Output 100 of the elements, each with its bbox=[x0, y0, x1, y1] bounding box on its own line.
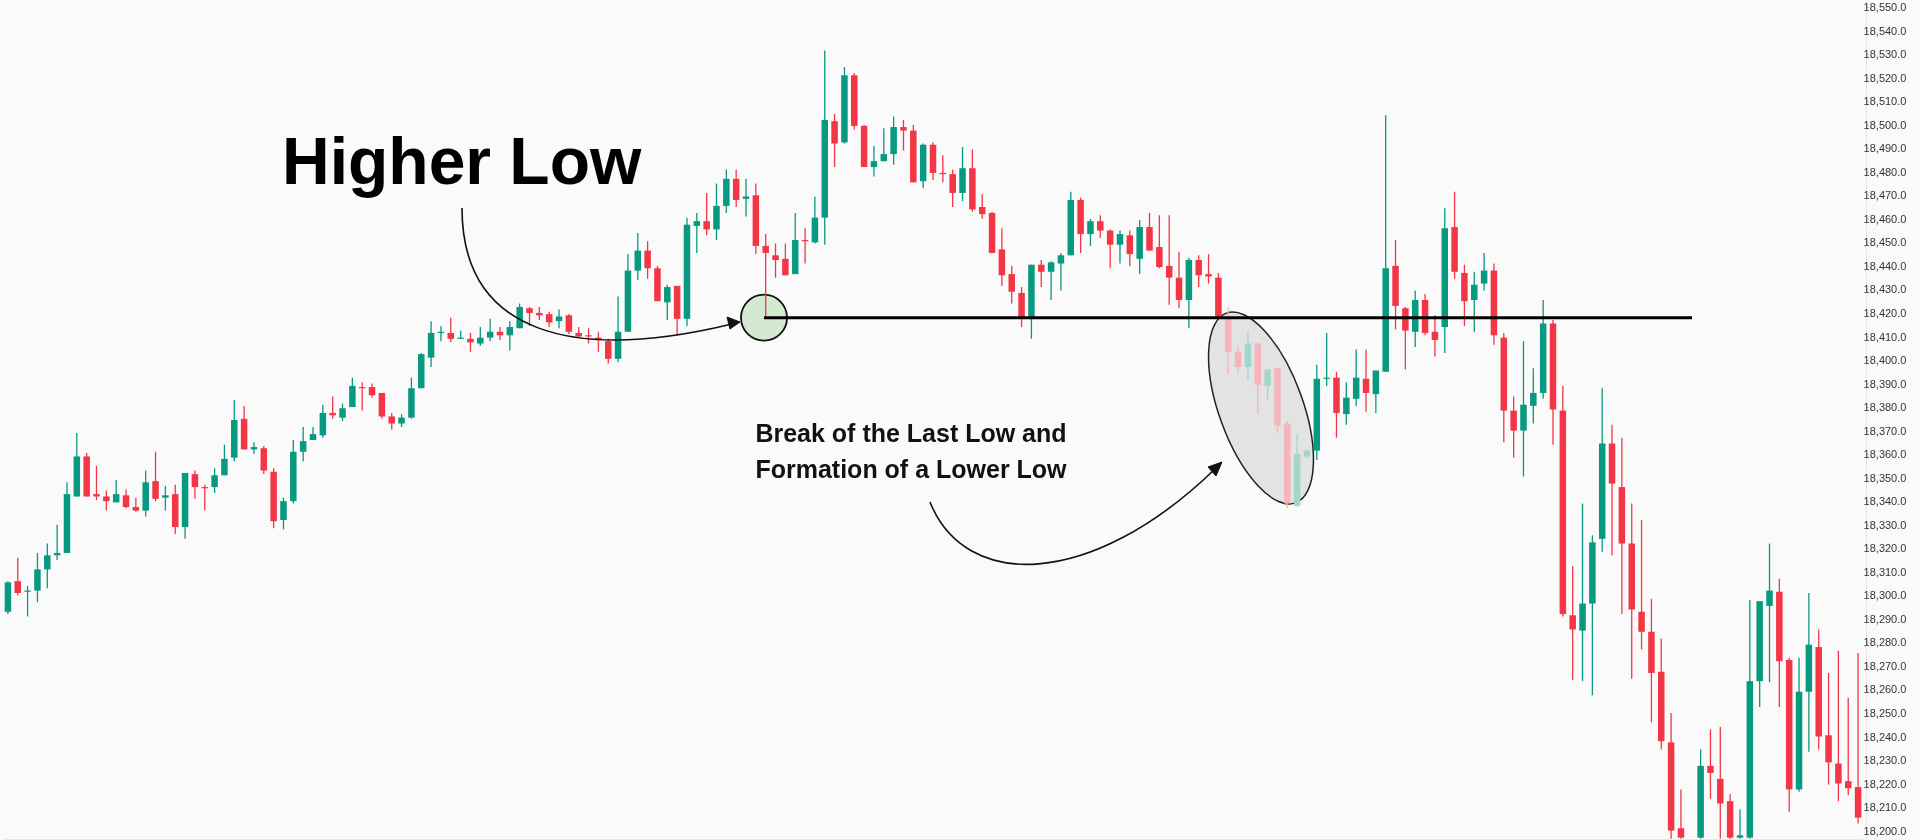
y-tick-label: 18,200.0 bbox=[1863, 824, 1907, 837]
candlestick bbox=[831, 113, 838, 168]
annotation: Break of the Last Low and Formation of a Lower Low bbox=[755, 419, 1068, 483]
candlestick bbox=[34, 552, 41, 603]
candlestick bbox=[978, 193, 986, 220]
y-tick-label: 18,370.0 bbox=[1863, 424, 1907, 437]
candlestick bbox=[644, 240, 651, 280]
y-tick-label: 18,380.0 bbox=[1863, 401, 1907, 414]
candlestick bbox=[1569, 565, 1576, 681]
y-tick-label: 18,410.0 bbox=[1863, 330, 1907, 343]
y-tick-label: 18,480.0 bbox=[1863, 165, 1907, 178]
candlestick bbox=[742, 178, 750, 218]
candlestick bbox=[221, 444, 228, 476]
candlestick bbox=[1106, 228, 1114, 269]
candlestick bbox=[1244, 329, 1252, 381]
y-tick-label: 18,460.0 bbox=[1863, 212, 1907, 225]
candlestick bbox=[152, 451, 159, 502]
y-tick-label: 18,440.0 bbox=[1863, 259, 1907, 272]
candlestick bbox=[191, 469, 199, 500]
candlestick bbox=[211, 467, 218, 494]
candlestick bbox=[900, 119, 907, 152]
candlestick bbox=[1264, 368, 1271, 401]
y-tick-label: 18,510.0 bbox=[1863, 95, 1907, 108]
candlestick bbox=[1038, 259, 1045, 288]
candlestick bbox=[1343, 381, 1350, 426]
candlestick bbox=[713, 182, 720, 241]
candlestick bbox=[1471, 271, 1478, 333]
y-tick-label: 18,450.0 bbox=[1863, 236, 1907, 249]
y-tick-label: 18,420.0 bbox=[1863, 306, 1907, 319]
candlestick bbox=[1530, 367, 1537, 425]
candlestick bbox=[1372, 369, 1380, 414]
candlestick bbox=[1087, 218, 1094, 247]
candlestick bbox=[349, 377, 356, 408]
candlestick bbox=[762, 233, 769, 318]
candlestick bbox=[1352, 348, 1360, 407]
candlestick bbox=[664, 284, 671, 321]
candlestick bbox=[782, 242, 789, 276]
y-tick-label: 18,210.0 bbox=[1863, 801, 1907, 814]
candlestick bbox=[1234, 346, 1242, 374]
y-tick-label: 18,430.0 bbox=[1863, 283, 1907, 296]
candlestick bbox=[949, 168, 956, 208]
y-tick-label: 18,250.0 bbox=[1863, 706, 1907, 719]
y-tick-label: 18,530.0 bbox=[1863, 48, 1907, 61]
candlestick bbox=[1195, 254, 1202, 288]
candlestick bbox=[1047, 260, 1055, 301]
candlestick bbox=[319, 404, 327, 439]
annotation: Higher Low bbox=[282, 124, 642, 198]
candlestick bbox=[1097, 214, 1104, 239]
candlestick bbox=[1057, 252, 1065, 292]
y-tick-label: 18,340.0 bbox=[1863, 495, 1907, 508]
candlestick bbox=[44, 542, 51, 589]
candlestick bbox=[329, 395, 336, 420]
candlestick bbox=[1146, 212, 1153, 252]
y-tick-label: 18,230.0 bbox=[1863, 754, 1907, 767]
candlestick bbox=[1205, 253, 1212, 285]
candlestick bbox=[604, 338, 612, 365]
candlestick bbox=[132, 497, 140, 513]
candlestick bbox=[693, 212, 701, 254]
candlestick bbox=[1156, 214, 1163, 269]
candlestick bbox=[1165, 214, 1173, 306]
candlestick bbox=[378, 392, 386, 420]
y-tick-label: 18,500.0 bbox=[1863, 118, 1907, 131]
candlestick bbox=[732, 168, 740, 208]
y-tick-label: 18,520.0 bbox=[1863, 71, 1907, 84]
y-tick-label: 18,220.0 bbox=[1863, 777, 1907, 790]
candlestick bbox=[93, 465, 100, 501]
candlestick bbox=[1707, 728, 1714, 800]
candlestick bbox=[447, 317, 455, 343]
candlestick bbox=[526, 306, 533, 327]
y-tick-label: 18,310.0 bbox=[1863, 565, 1907, 578]
candlestick bbox=[703, 192, 710, 236]
y-tick-label: 18,270.0 bbox=[1863, 659, 1907, 672]
y-tick-label: 18,540.0 bbox=[1863, 24, 1907, 37]
y-tick-label: 18,300.0 bbox=[1863, 589, 1907, 602]
candlestick bbox=[1766, 542, 1773, 683]
candlestick bbox=[772, 242, 779, 279]
y-tick-label: 18,330.0 bbox=[1863, 518, 1907, 531]
candlestick bbox=[260, 445, 268, 475]
candlestick bbox=[1402, 306, 1409, 371]
y-tick-label: 18,290.0 bbox=[1863, 612, 1907, 625]
candlestick bbox=[103, 489, 110, 512]
y-tick-label: 18,490.0 bbox=[1863, 142, 1907, 155]
y-tick-label: 18,400.0 bbox=[1863, 354, 1907, 367]
y-tick-label: 18,260.0 bbox=[1863, 683, 1907, 696]
candlestick bbox=[634, 232, 642, 281]
candlestick bbox=[1510, 395, 1517, 459]
y-tick-label: 18,550.0 bbox=[1863, 1, 1907, 14]
candlestick bbox=[14, 557, 22, 596]
candlestick bbox=[280, 497, 287, 531]
candlestick bbox=[299, 426, 307, 462]
y-tick-label: 18,470.0 bbox=[1863, 189, 1907, 202]
y-tick-label: 18,350.0 bbox=[1863, 471, 1907, 484]
y-tick-label: 18,240.0 bbox=[1863, 730, 1907, 743]
candlestick bbox=[486, 318, 494, 342]
y-tick-label: 18,390.0 bbox=[1863, 377, 1907, 390]
candlestick bbox=[477, 326, 484, 347]
candlestick bbox=[880, 127, 888, 162]
candlestick bbox=[162, 485, 169, 512]
candlestick bbox=[1175, 251, 1183, 309]
candlestick bbox=[1835, 649, 1842, 802]
